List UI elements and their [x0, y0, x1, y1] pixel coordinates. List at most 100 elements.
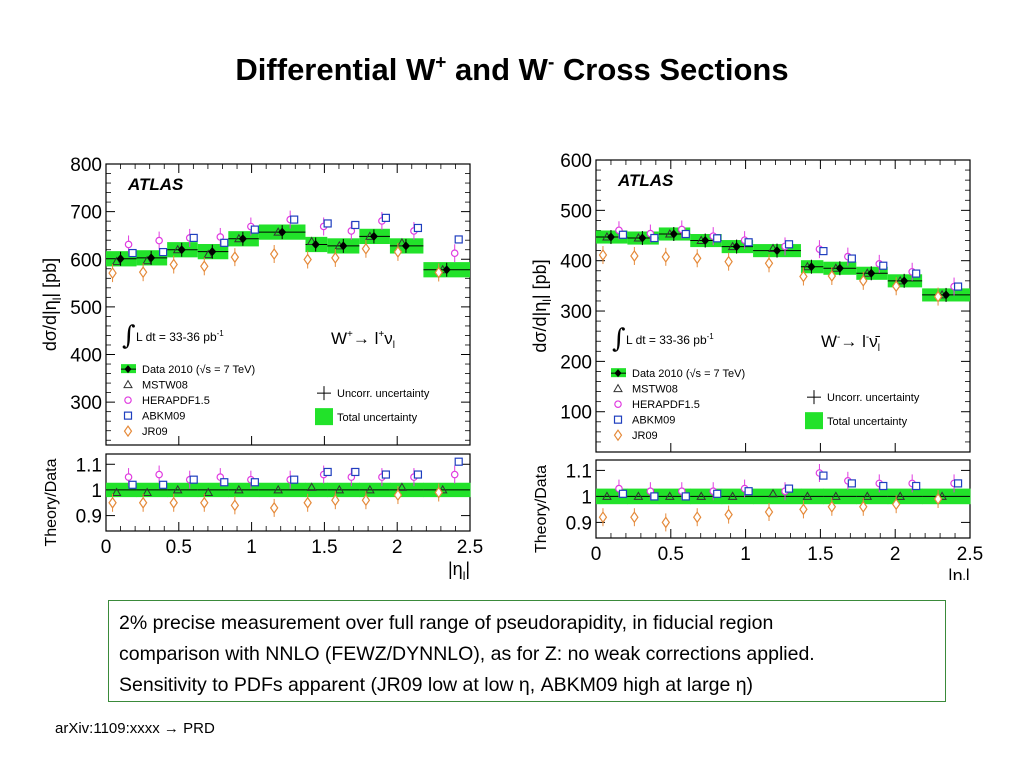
jr09-marker [933, 290, 943, 303]
legend-abkm-label: ABKM09 [142, 411, 185, 423]
abkm09-marker [159, 480, 168, 489]
x-tick-label: 0 [591, 544, 602, 565]
x-axis-label-end: | [465, 559, 470, 579]
jr09-marker [393, 489, 403, 502]
abkm09-marker [454, 457, 463, 466]
x-tick-label: 0 [101, 537, 112, 558]
jr09-marker [303, 253, 312, 266]
mstw08-marker [397, 482, 407, 491]
y-axis-label: dσ/d|ηl| [pb] [40, 258, 64, 351]
integral-sign: ∫ [612, 324, 626, 354]
y-tick-label: 800 [70, 155, 102, 176]
legend-total-label: Total uncertainty [337, 412, 418, 424]
data-point [807, 262, 816, 272]
data-point [208, 247, 217, 257]
x-axis-label: |ηl| [448, 559, 470, 580]
jr09-marker [361, 242, 371, 255]
y-axis-label-text: dσ/d|η [530, 302, 550, 353]
data-point [732, 242, 741, 252]
mstw08-marker [727, 491, 738, 500]
abkm09-marker [413, 223, 423, 233]
jr09-marker [724, 508, 733, 521]
main-plot-frame [105, 163, 471, 446]
data-point [669, 229, 678, 239]
chart-w-minus: 600 500 400 300 200 100 1.1 1 0.9 0 0.5 1 1.5 2 2.5 ATL… [530, 151, 983, 580]
mstw08-marker [365, 484, 375, 494]
jr09-marker [361, 494, 371, 507]
luminosity-label: L dt = 33-36 pb-1 [626, 332, 714, 347]
legend-data-marker [614, 369, 622, 378]
data-point [900, 276, 909, 286]
abkm09-marker [381, 470, 391, 479]
abkm09-marker [618, 230, 628, 239]
mstw08-marker [111, 487, 122, 496]
channel-boson: W [821, 332, 837, 351]
jr09-marker [891, 498, 901, 511]
jr09-marker [200, 260, 209, 273]
abkm09-marker [681, 229, 690, 239]
abkm09-marker [784, 484, 794, 493]
abkm09-marker [744, 238, 753, 247]
legend-mstw-label: MSTW08 [632, 384, 678, 396]
legend-jr-label: JR09 [142, 426, 168, 438]
abkm09-marker [454, 235, 463, 244]
mstw08-marker [768, 488, 778, 498]
abkm09-marker [713, 489, 722, 498]
jr09-marker [331, 251, 340, 264]
herapdf15-marker [450, 470, 459, 479]
data-point [339, 241, 348, 251]
jr09-marker [692, 511, 702, 524]
abkm09-marker [189, 475, 198, 484]
jr09-marker [933, 492, 943, 506]
abkm09-marker [323, 219, 332, 228]
abkm09-marker [847, 479, 856, 488]
data-point [942, 290, 951, 300]
abkm09-marker [128, 480, 137, 489]
abkm09-marker [323, 467, 332, 477]
channel-label: W+→ l+νl [331, 329, 395, 351]
jr09-marker [331, 494, 340, 507]
summary-line: Sensitivity to PDFs apparent (JR09 low a… [119, 674, 754, 696]
jr09-marker [859, 274, 868, 287]
jr09-marker [200, 496, 209, 509]
mstw08-marker [664, 491, 675, 500]
y-axis-label-unit: | [pb] [40, 258, 60, 298]
abkm09-marker [250, 225, 259, 234]
jr09-marker [434, 486, 443, 499]
mstw08-marker [172, 484, 183, 494]
abkm09-marker [879, 481, 888, 491]
herapdf15-marker [155, 236, 163, 245]
channel-label: W-→ l-ν̄l [821, 332, 881, 354]
jr09-marker [230, 251, 240, 264]
jr09-marker [303, 496, 312, 509]
jr09-marker [859, 500, 868, 513]
legend-hera-label: HERAPDF1.5 [632, 399, 700, 411]
jr09-marker [230, 499, 240, 512]
jr09-marker [827, 500, 837, 513]
jr09-marker [269, 501, 279, 514]
channel-neutrino-subscript: l [878, 343, 880, 354]
ratio-y-tick-label: 0.9 [566, 513, 592, 534]
abkm09-marker [618, 489, 628, 498]
y-axis-label-subscript: l [540, 299, 554, 302]
legend-hera-marker [614, 400, 622, 408]
data-point [638, 233, 647, 243]
atlas-label: ATLAS [617, 171, 674, 190]
mstw08-marker [633, 491, 644, 500]
jr09-marker [764, 505, 774, 519]
x-tick-label: 0.5 [658, 544, 684, 565]
data-point [773, 246, 782, 256]
jr09-marker [724, 255, 733, 268]
abkm09-marker [189, 233, 198, 243]
x-tick-label: 1 [740, 544, 751, 565]
legend-hera-marker [124, 396, 132, 404]
legend-mstw-marker [613, 383, 623, 393]
abkm09-marker [953, 282, 963, 291]
abkm09-marker [744, 487, 753, 496]
legend-mstw-marker [123, 379, 133, 389]
jr09-marker [393, 245, 403, 258]
x-axis-label-subscript: l [963, 576, 966, 580]
mstw08-marker [203, 487, 214, 496]
ratio-y-tick-label: 1.1 [76, 455, 102, 476]
mstw08-marker [696, 491, 707, 500]
